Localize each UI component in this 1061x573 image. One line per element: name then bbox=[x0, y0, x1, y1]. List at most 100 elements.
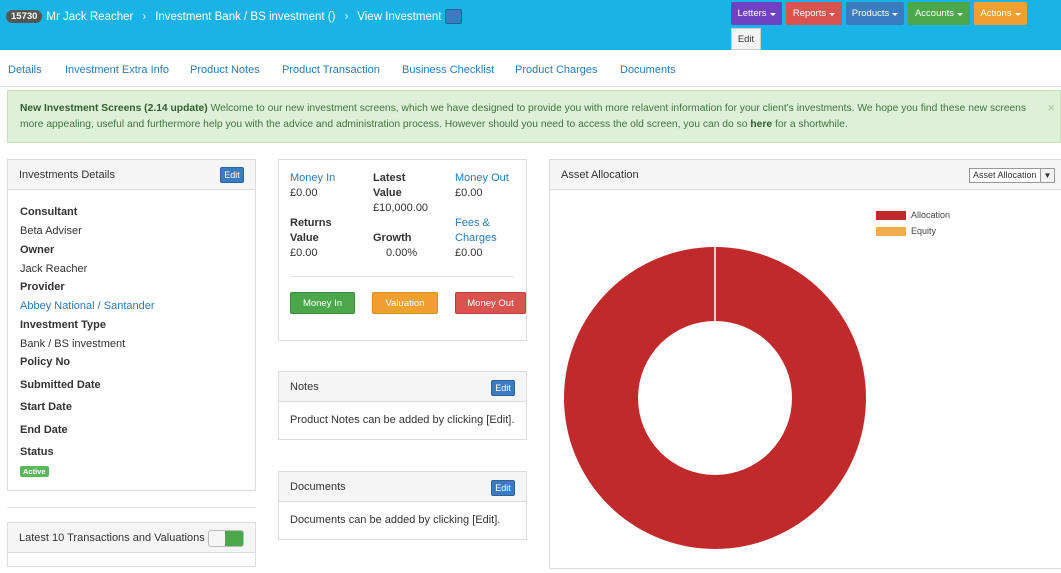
panel-header: Investments Details Edit bbox=[8, 160, 255, 190]
investment-type-value: Bank / BS investment bbox=[20, 338, 126, 350]
actions-label: Actions bbox=[980, 8, 1012, 19]
fees-charges-value: £0.00 bbox=[455, 247, 483, 259]
legend-item-equity: Equity bbox=[876, 226, 936, 236]
documents-text: Documents can be added by clicking [Edit… bbox=[290, 514, 501, 526]
products-button[interactable]: Products bbox=[846, 2, 904, 25]
money-in-button[interactable]: Money In bbox=[290, 292, 355, 314]
money-summary-panel: Money In £0.00 Latest Value £10,000.00 M… bbox=[278, 159, 527, 341]
panel-title: Investments Details bbox=[19, 169, 115, 181]
asset-allocation-panel: Asset Allocation Asset Allocation ▼ Allo… bbox=[549, 159, 1061, 569]
breadcrumb-separator: › bbox=[142, 10, 147, 23]
documents-edit-button[interactable]: Edit bbox=[491, 480, 515, 496]
products-label: Products bbox=[851, 8, 890, 19]
panel-header: Notes Edit bbox=[279, 372, 526, 402]
tab-product-transaction[interactable]: Product Transaction bbox=[282, 64, 380, 76]
provider-link[interactable]: Abbey National / Santander bbox=[20, 300, 155, 312]
notes-panel: Notes Edit Product Notes can be added by… bbox=[278, 371, 527, 440]
owner-label: Owner bbox=[20, 244, 55, 256]
caret-down-icon bbox=[769, 13, 776, 16]
fees-charges-label[interactable]: Fees & bbox=[455, 217, 490, 229]
provider-label: Provider bbox=[20, 281, 65, 293]
policy-no-label: Policy No bbox=[20, 356, 71, 368]
breadcrumb-client[interactable]: Mr Jack Reacher bbox=[46, 10, 134, 23]
close-icon[interactable]: × bbox=[1047, 100, 1055, 115]
latest-value-label: Latest bbox=[373, 172, 406, 184]
returns-label: Returns bbox=[290, 217, 332, 229]
transactions-panel: Latest 10 Transactions and Valuations bbox=[7, 522, 256, 567]
details-edit-button[interactable]: Edit bbox=[220, 167, 244, 183]
legend-swatch bbox=[876, 226, 906, 236]
money-in-value: £0.00 bbox=[290, 187, 318, 199]
divider bbox=[290, 276, 515, 277]
consultant-value: Beta Adviser bbox=[20, 225, 82, 237]
documents-panel: Documents Edit Documents can be added by… bbox=[278, 471, 527, 540]
legend-swatch bbox=[876, 210, 906, 220]
legend-item-allocation: Allocation bbox=[876, 210, 950, 220]
investment-details-panel: Investments Details Edit Consultant Beta… bbox=[7, 159, 256, 491]
tab-product-notes[interactable]: Product Notes bbox=[190, 64, 260, 76]
alert-link[interactable]: here bbox=[750, 119, 773, 130]
caret-down-icon bbox=[892, 13, 899, 16]
edit-button[interactable]: Edit bbox=[731, 28, 761, 50]
view-toggle-button[interactable] bbox=[445, 9, 463, 24]
toggle-knob bbox=[225, 531, 243, 546]
growth-value: 0.00% bbox=[386, 247, 418, 259]
tab-product-charges[interactable]: Product Charges bbox=[515, 64, 598, 76]
tab-documents[interactable]: Documents bbox=[620, 64, 676, 76]
transactions-toggle[interactable] bbox=[208, 530, 244, 547]
fees-charges-label-2[interactable]: Charges bbox=[455, 232, 497, 244]
money-out-value: £0.00 bbox=[455, 187, 483, 199]
returns-value: £0.00 bbox=[290, 247, 318, 259]
valuation-button[interactable]: Valuation bbox=[372, 292, 438, 314]
caret-down-icon bbox=[957, 13, 964, 16]
end-date-label: End Date bbox=[20, 424, 68, 436]
legend-label: Allocation bbox=[911, 210, 951, 220]
caret-down-icon bbox=[829, 13, 836, 16]
chart-type-select-value: Asset Allocation bbox=[973, 170, 1037, 180]
tab-details[interactable]: Details bbox=[8, 64, 42, 76]
status-label: Status bbox=[20, 446, 54, 458]
submitted-date-label: Submitted Date bbox=[20, 379, 101, 391]
tab-investment-extra-info[interactable]: Investment Extra Info bbox=[65, 64, 169, 76]
accounts-button[interactable]: Accounts bbox=[908, 2, 970, 25]
divider bbox=[7, 507, 256, 508]
notes-text: Product Notes can be added by clicking [… bbox=[290, 414, 515, 426]
accounts-label: Accounts bbox=[914, 8, 955, 19]
legend-label: Equity bbox=[911, 226, 937, 236]
panel-title: Latest 10 Transactions and Valuations bbox=[19, 532, 205, 544]
growth-label: Growth bbox=[373, 232, 412, 244]
start-date-label: Start Date bbox=[20, 401, 72, 413]
investment-type-label: Investment Type bbox=[20, 319, 106, 331]
returns-label-2: Value bbox=[290, 232, 319, 244]
panel-title: Documents bbox=[290, 481, 346, 493]
panel-header: Asset Allocation Asset Allocation ▼ bbox=[550, 160, 1061, 190]
info-alert: New Investment Screens (2.14 update) Wel… bbox=[7, 90, 1061, 143]
status-badge: Active bbox=[20, 466, 49, 477]
actions-button[interactable]: Actions bbox=[974, 2, 1027, 25]
breadcrumb: 15730 Mr Jack Reacher › Investment Bank … bbox=[6, 9, 463, 24]
panel-title: Asset Allocation bbox=[561, 169, 639, 181]
breadcrumb-investment[interactable]: Investment Bank / BS investment () bbox=[155, 10, 336, 23]
consultant-label: Consultant bbox=[20, 206, 78, 218]
letters-button[interactable]: Letters bbox=[731, 2, 782, 25]
breadcrumb-separator: › bbox=[344, 10, 349, 23]
top-bar: 15730 Mr Jack Reacher › Investment Bank … bbox=[0, 0, 1061, 50]
latest-value-label-2: Value bbox=[373, 187, 402, 199]
money-in-label[interactable]: Money In bbox=[290, 172, 336, 184]
chart-type-select[interactable]: Asset Allocation ▼ bbox=[969, 168, 1055, 183]
reports-button[interactable]: Reports bbox=[786, 2, 842, 25]
owner-value: Jack Reacher bbox=[20, 263, 88, 275]
donut-chart bbox=[564, 247, 866, 549]
alert-title: New Investment Screens (2.14 update) bbox=[20, 103, 208, 114]
letters-label: Letters bbox=[737, 8, 767, 19]
latest-value: £10,000.00 bbox=[373, 202, 429, 214]
reports-label: Reports bbox=[792, 8, 827, 19]
money-out-label[interactable]: Money Out bbox=[455, 172, 509, 184]
tab-business-checklist[interactable]: Business Checklist bbox=[402, 64, 495, 76]
notes-edit-button[interactable]: Edit bbox=[491, 380, 515, 396]
panel-header: Latest 10 Transactions and Valuations bbox=[8, 523, 255, 553]
panel-title: Notes bbox=[290, 381, 319, 393]
caret-down-icon bbox=[1014, 13, 1021, 16]
panel-header: Documents Edit bbox=[279, 472, 526, 502]
money-out-button[interactable]: Money Out bbox=[455, 292, 526, 314]
